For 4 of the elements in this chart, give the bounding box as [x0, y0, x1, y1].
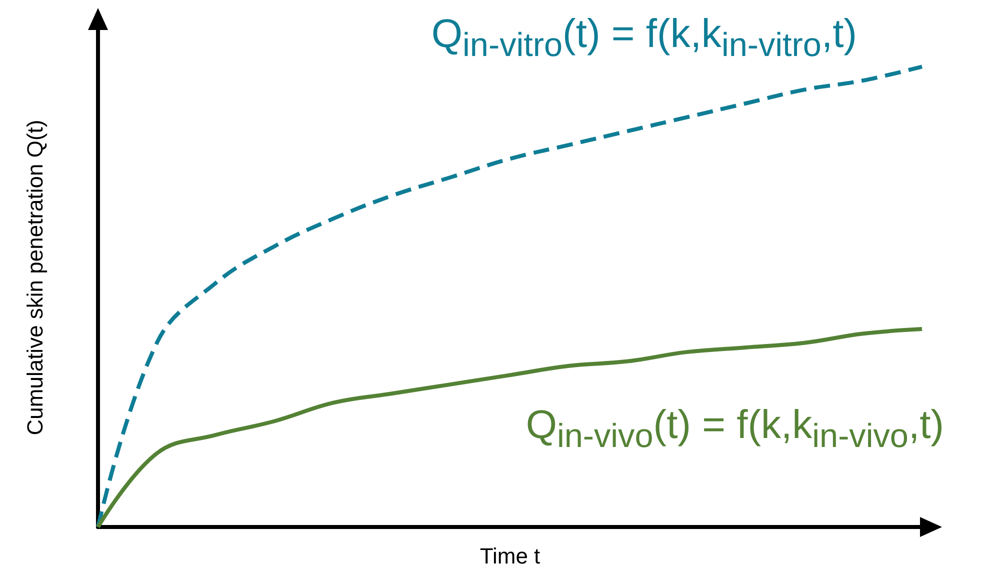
y-axis-title: Cumulative skin penetration Q(t): [22, 120, 48, 436]
x-axis-title: Time t: [480, 544, 540, 568]
series-label: Q$_{in-vitro}$(t) = f(k,k$_{in-vitro}$,t): [431, 11, 857, 66]
series-label: Q$_{in-vivo}$(t) = f(k,k$_{in-vivo}$,t): [526, 402, 944, 458]
